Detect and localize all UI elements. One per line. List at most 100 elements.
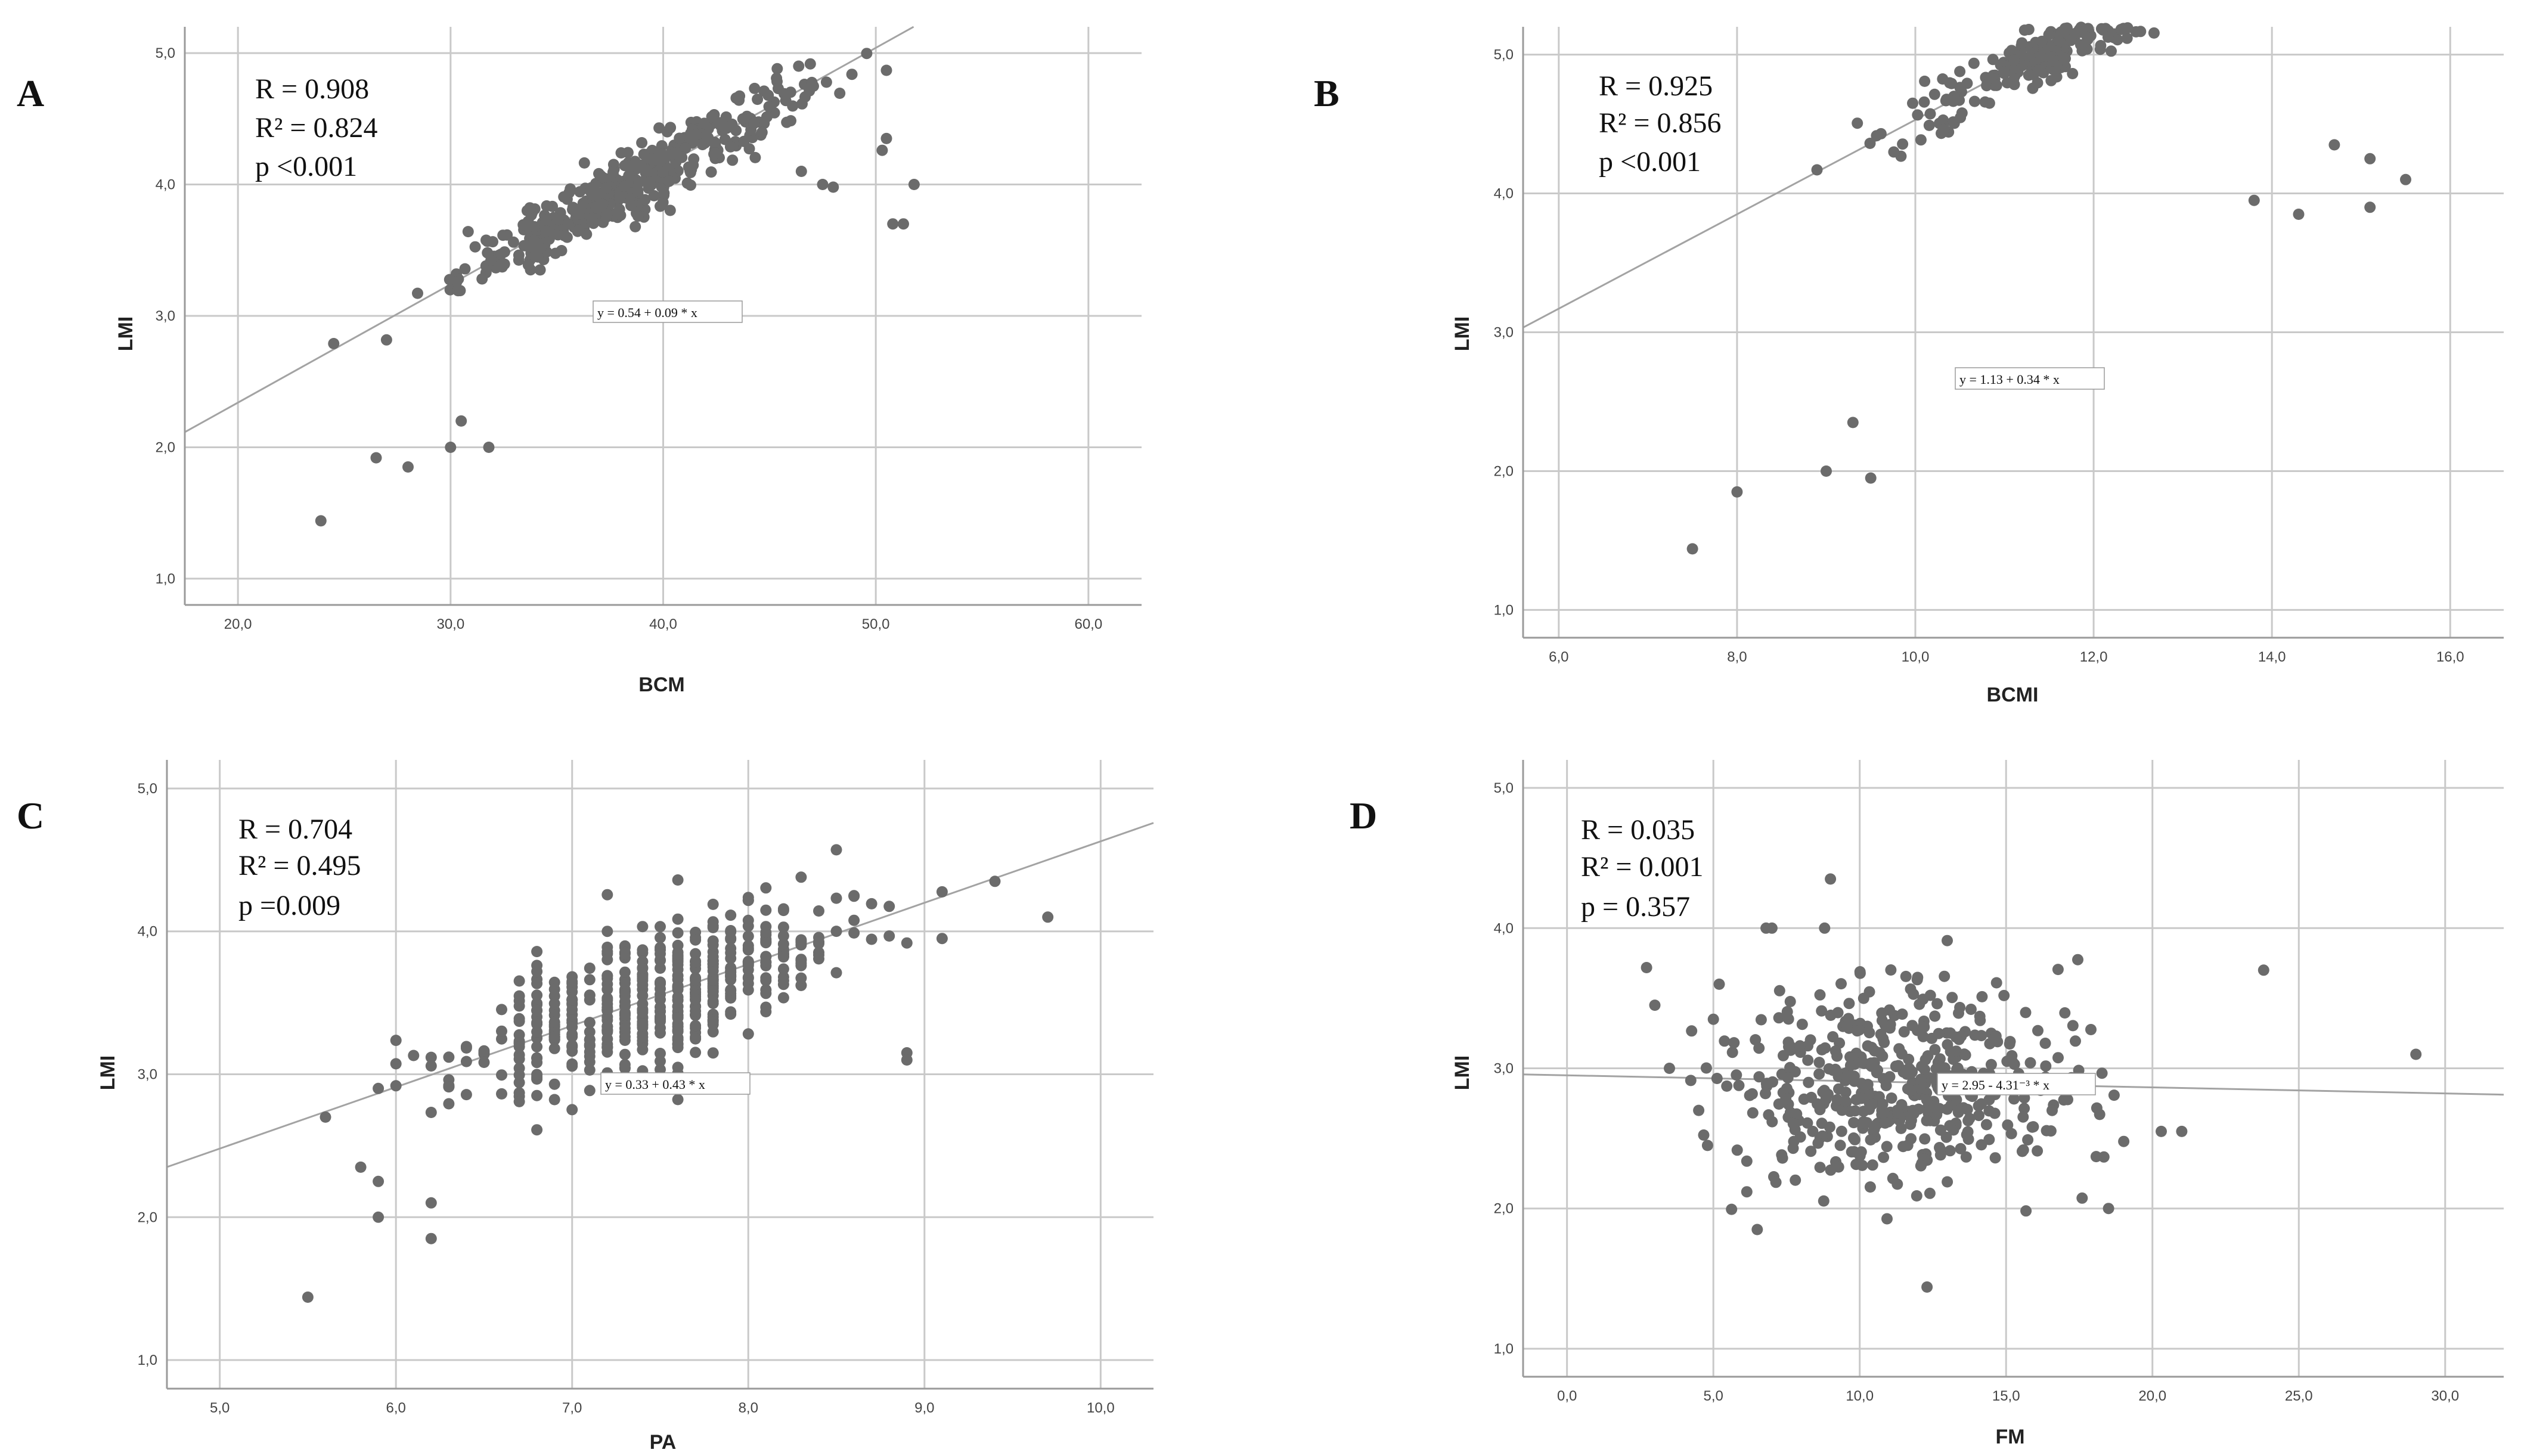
- y-tick-label: 1,0: [156, 571, 175, 587]
- data-point: [658, 187, 670, 199]
- data-point: [601, 954, 613, 966]
- data-point: [2032, 1145, 2044, 1157]
- data-point: [370, 452, 382, 464]
- data-point: [412, 287, 423, 299]
- data-point: [2076, 1192, 2088, 1204]
- data-point: [625, 200, 637, 212]
- data-point: [724, 141, 736, 153]
- data-point: [1807, 1125, 1819, 1137]
- data-point: [531, 1041, 543, 1053]
- data-point: [742, 914, 754, 926]
- data-point: [566, 976, 578, 988]
- data-point: [672, 874, 684, 886]
- data-point: [1944, 1120, 1956, 1132]
- data-point: [1829, 1063, 1841, 1075]
- data-point: [454, 285, 466, 297]
- x-tick-label: 15,0: [1992, 1388, 2020, 1404]
- data-point: [771, 63, 783, 74]
- data-point: [1753, 1071, 1765, 1083]
- data-point: [725, 967, 737, 979]
- data-point: [1649, 999, 1661, 1011]
- data-point: [777, 979, 789, 991]
- data-point: [702, 132, 714, 144]
- equation-label: y = 1.13 + 0.34 * x: [1959, 372, 2060, 387]
- data-point: [664, 204, 676, 216]
- data-point: [1884, 1004, 1895, 1016]
- data-point: [1844, 1060, 1856, 1072]
- data-point: [637, 963, 649, 974]
- data-point: [777, 921, 789, 933]
- data-point: [760, 1001, 772, 1013]
- x-tick-label: 16,0: [2436, 649, 2464, 665]
- data-point: [550, 247, 562, 259]
- data-point: [880, 132, 892, 144]
- data-point: [1818, 1195, 1829, 1207]
- x-tick-label: 10,0: [1902, 649, 1930, 665]
- data-point: [650, 154, 662, 166]
- y-tick-label: 3,0: [156, 308, 175, 324]
- data-point: [513, 1069, 525, 1081]
- data-point: [1784, 996, 1796, 1007]
- data-point: [390, 1080, 402, 1092]
- y-tick-label: 4,0: [156, 177, 175, 193]
- data-point: [1880, 1080, 1892, 1091]
- y-tick-label: 5,0: [138, 781, 157, 797]
- data-point: [513, 1000, 525, 1012]
- data-point: [1835, 978, 1847, 990]
- data-point: [2293, 209, 2305, 220]
- data-point: [1939, 970, 1951, 982]
- data-point: [618, 180, 630, 192]
- data-point: [1946, 992, 1958, 1004]
- y-tick-label: 1,0: [1494, 602, 1514, 618]
- data-point: [848, 890, 860, 902]
- data-point: [1827, 1031, 1839, 1043]
- data-point: [390, 1035, 402, 1047]
- data-point: [2248, 194, 2260, 206]
- data-point: [2410, 1048, 2422, 1060]
- data-point: [639, 194, 651, 206]
- data-point: [1664, 1063, 1675, 1074]
- data-point: [866, 933, 877, 945]
- data-point: [2130, 26, 2142, 38]
- data-point: [1998, 989, 2010, 1001]
- data-point: [690, 1020, 702, 1032]
- stat-p-value: p <0.001: [1599, 146, 1701, 178]
- data-point: [655, 1013, 666, 1025]
- data-point: [2040, 1060, 2052, 1072]
- data-point: [1954, 82, 1966, 94]
- data-point: [2022, 1134, 2034, 1145]
- data-point: [535, 243, 547, 254]
- data-point: [1693, 1104, 1705, 1116]
- data-point: [1955, 111, 1967, 123]
- data-point: [1834, 1140, 1846, 1151]
- data-point: [752, 94, 764, 105]
- data-point: [672, 1001, 684, 1012]
- stat-r: R = 0.704: [238, 814, 352, 845]
- data-point: [513, 1041, 525, 1053]
- data-point: [1954, 66, 1966, 77]
- y-axis-label: LMI: [1451, 1055, 1474, 1091]
- data-point: [630, 221, 641, 232]
- data-point: [1854, 1150, 1866, 1162]
- data-point: [483, 442, 495, 453]
- data-point: [672, 1094, 684, 1106]
- data-point: [496, 1069, 507, 1081]
- data-point: [1728, 1037, 1740, 1049]
- data-point: [373, 1082, 384, 1094]
- data-point: [672, 949, 684, 961]
- data-point: [1865, 472, 1877, 484]
- data-point: [866, 898, 877, 909]
- data-point: [1701, 1140, 1713, 1151]
- data-point: [1954, 1002, 1966, 1013]
- data-point: [760, 937, 772, 949]
- data-point: [1983, 1105, 1995, 1117]
- data-point: [531, 1124, 543, 1136]
- data-point: [749, 151, 761, 163]
- data-point: [2008, 1058, 2020, 1070]
- x-tick-label: 6,0: [1549, 649, 1568, 665]
- x-tick-label: 10,0: [1087, 1400, 1115, 1416]
- data-point: [1973, 1110, 1984, 1122]
- data-point: [2036, 35, 2048, 47]
- data-point: [813, 937, 824, 949]
- data-point: [1900, 970, 1912, 982]
